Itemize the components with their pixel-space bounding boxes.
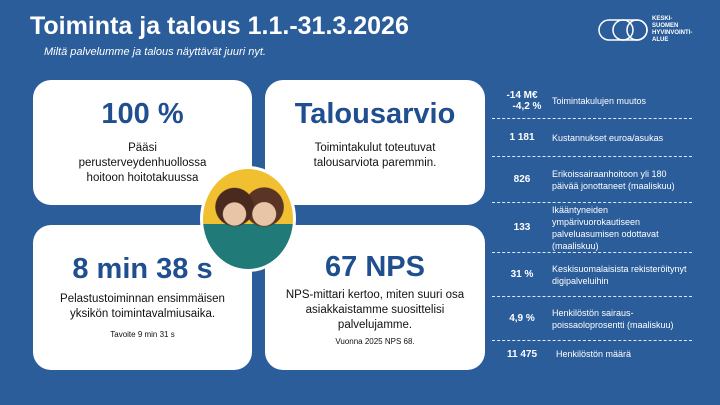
page-subtitle: Miltä palvelumme ja talous näyttävät juu… [44,46,266,58]
stat-label: Ikääntyneiden ympärivuorokautiseen palve… [552,204,659,251]
staff-photo [200,166,296,272]
stat-row: 11 475 Henkilöstön määrä [492,341,692,367]
stat-value: 11 475 [506,348,538,360]
card-value: 100 % [101,98,184,130]
stat-row: 1 181 Kustannukset euroa/asukas [492,119,692,157]
page-title: Toiminta ja talous 1.1.-31.3.2026 [30,12,409,40]
card-description: NPS-mittari kertoo, miten suuri osa asia… [285,289,465,331]
stat-label: Henkilöstön määrä [556,349,632,359]
card-note: Tavoite 9 min 31 s [110,330,175,339]
logo-line: HYVINVOINTI- [652,30,693,36]
stat-row: 31 % Keskisuomalaisista rekisteröitynyt d… [492,253,692,297]
stat-label: Henkilöstön sairaus-poissaoloprosentti (… [552,307,674,330]
logo-line: SUOMEN [652,23,679,29]
stat-label: Keskisuomalaisista rekisteröitynyt digip… [552,263,687,286]
stat-value: -14 M€ -4,2 % [506,90,542,112]
stat-row: 826 Erikoissairaanhoitoon yli 180 päivää … [492,157,692,203]
stat-value: 4,9 % [509,313,535,324]
card-value: Talousarvio [294,98,456,130]
logo-circles-icon [598,19,648,41]
stat-label: Kustannukset euroa/asukas [552,132,664,143]
stat-row: -14 M€ -4,2 % Toimintakulujen muutos [492,84,692,119]
card-nps: 67 NPS NPS-mittari kertoo, miten suuri o… [265,225,485,370]
logo: KESKI- SUOMEN HYVINVOINTI- ALUE [598,16,692,44]
stats-list: -14 M€ -4,2 % Toimintakulujen muutos 1 181… [492,84,692,367]
stat-label: Erikoissairaanhoitoon yli 180 päivää jon… [552,168,675,191]
stat-label: Toimintakulujen muutos [552,96,647,106]
card-description: Pääsi perusterveydenhuollossa hoitoon ho… [78,142,207,184]
stat-row: 133 Ikääntyneiden ympärivuorokautiseen pa… [492,203,692,253]
stat-row: 4,9 % Henkilöstön sairaus-poissaoloprosen… [492,297,692,341]
card-value: 67 NPS [325,251,425,283]
card-value: 8 min 38 s [72,253,213,285]
card-description: Pelastustoiminnan ensimmäisen yksikön to… [60,293,225,320]
stat-value: 133 [513,222,531,233]
card-description: Toimintakulut toteutuvat talousarviota p… [313,142,437,169]
stat-value: 31 % [510,269,534,280]
card-budget: Talousarvio Toimintakulut toteutuvat tal… [265,80,485,205]
card-response-time: 8 min 38 s Pelastustoiminnan ensimmäisen… [33,225,252,370]
logo-line: KESKI- [652,16,673,22]
stat-value: 826 [513,174,531,185]
logo-line: ALUE [652,37,669,43]
stat-value: 1 181 [509,132,535,143]
card-note: Vuonna 2025 NPS 68. [335,337,415,346]
